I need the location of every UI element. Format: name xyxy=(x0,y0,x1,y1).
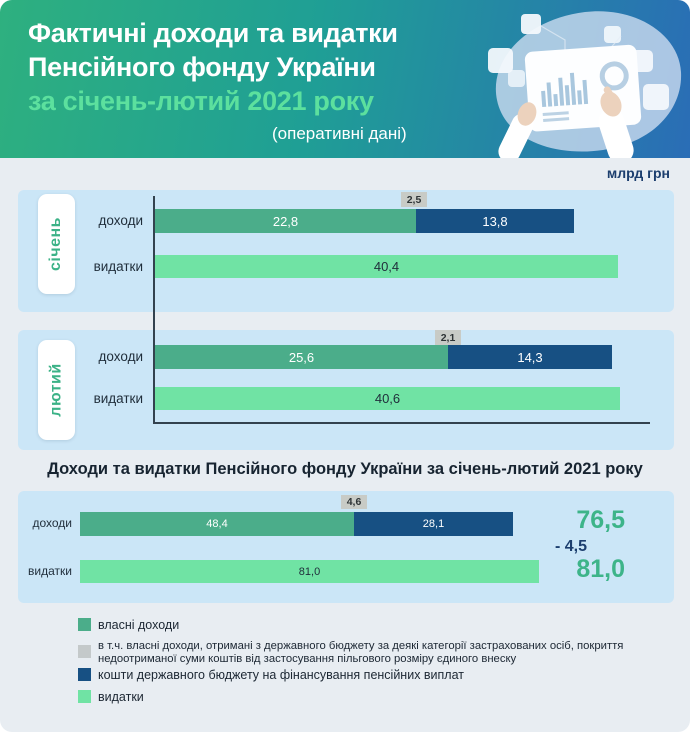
february-chart-panel: лютий доходи 25,6 14,3 2,1 видатки 40,6 xyxy=(18,330,674,450)
february-income-bar: 25,6 14,3 xyxy=(155,345,612,369)
february-expenditures-bar: 40,6 xyxy=(155,387,620,410)
state-budget-segment: 14,3 xyxy=(448,345,612,369)
state-budget-segment: 28,1 xyxy=(354,512,513,536)
month-badge-february: лютий xyxy=(38,340,75,440)
page-title-line2: Пенсійного фонду України xyxy=(28,52,376,82)
expenditures-value: 40,6 xyxy=(374,391,401,406)
legend-swatch-own-income xyxy=(78,618,91,631)
own-income-segment: 22,8 xyxy=(155,209,416,233)
combined-income-bar: 48,4 28,1 xyxy=(80,512,513,536)
subset-value: 4,6 xyxy=(346,496,362,508)
subset-callout-tag: 2,1 xyxy=(435,330,461,345)
combined-chart-panel: доходи 48,4 28,1 4,6 видатки 81,0 76,5 -… xyxy=(18,491,674,603)
page-title-line1: Фактичні доходи та видатки xyxy=(28,18,398,48)
january-chart-panel: січень доходи 22,8 13,8 2,5 видатки 40,4 xyxy=(18,190,674,312)
income-row-label: доходи xyxy=(98,213,143,228)
month-badge-january: січень xyxy=(38,194,75,294)
legend-swatch-state-budget xyxy=(78,668,91,681)
header: Фактичні доходи та видатки Пенсійного фо… xyxy=(0,0,690,158)
own-income-value: 48,4 xyxy=(206,518,228,530)
own-income-segment: 48,4 xyxy=(80,512,354,536)
legend-label-own-income: власні доходи xyxy=(98,618,180,632)
expenditures-row-label: видатки xyxy=(28,564,72,578)
expenditures-segment: 40,4 xyxy=(155,255,618,278)
legend-label-subset: в т.ч. власні доходи, отримані з державн… xyxy=(98,640,624,665)
total-expenditures-value: 81,0 xyxy=(576,555,625,583)
units-label: млрд грн xyxy=(606,165,670,181)
january-income-bar: 22,8 13,8 xyxy=(155,209,574,233)
x-axis-line xyxy=(153,422,650,424)
own-income-value: 25,6 xyxy=(288,349,315,365)
operational-data-note: (оперативні дані) xyxy=(272,124,407,143)
expenditures-segment: 81,0 xyxy=(80,560,539,583)
state-budget-value: 28,1 xyxy=(422,518,445,530)
legend-label-state-budget: кошти державного бюджету на фінансування… xyxy=(98,668,465,682)
legend-swatch-expenditures xyxy=(78,690,91,703)
total-income-value: 76,5 xyxy=(576,506,625,534)
expenditures-row-label: видатки xyxy=(93,259,143,274)
income-row-label: доходи xyxy=(98,349,143,364)
page-subtitle: за січень-лютий 2021 року xyxy=(28,86,374,116)
combined-chart-title: Доходи та видатки Пенсійного фонду Украї… xyxy=(47,460,643,478)
january-expenditures-bar: 40,4 xyxy=(155,255,618,278)
income-row-label: доходи xyxy=(32,516,72,530)
month-label-february: лютий xyxy=(47,363,65,417)
y-axis-line xyxy=(153,196,155,423)
balance-value: - 4,5 xyxy=(554,538,587,555)
state-budget-value: 13,8 xyxy=(482,213,508,229)
expenditures-segment: 40,6 xyxy=(155,387,620,410)
legend-label-expenditures: видатки xyxy=(98,690,144,704)
expenditures-value: 81,0 xyxy=(298,565,321,578)
expenditures-row-label: видатки xyxy=(93,391,143,406)
combined-expenditures-bar: 81,0 xyxy=(80,560,539,583)
legend-swatch-subset xyxy=(78,645,91,658)
subset-callout-tag: 4,6 xyxy=(341,495,367,509)
expenditures-value: 40,4 xyxy=(373,259,400,274)
tablet-chart-illustration xyxy=(488,11,682,158)
subset-value: 2,5 xyxy=(406,193,422,206)
own-income-segment: 25,6 xyxy=(155,345,448,369)
state-budget-value: 14,3 xyxy=(517,349,543,365)
state-budget-segment: 13,8 xyxy=(416,209,574,233)
subset-value: 2,1 xyxy=(440,331,456,344)
own-income-value: 22,8 xyxy=(272,213,299,229)
subset-callout-tag: 2,5 xyxy=(401,192,427,207)
